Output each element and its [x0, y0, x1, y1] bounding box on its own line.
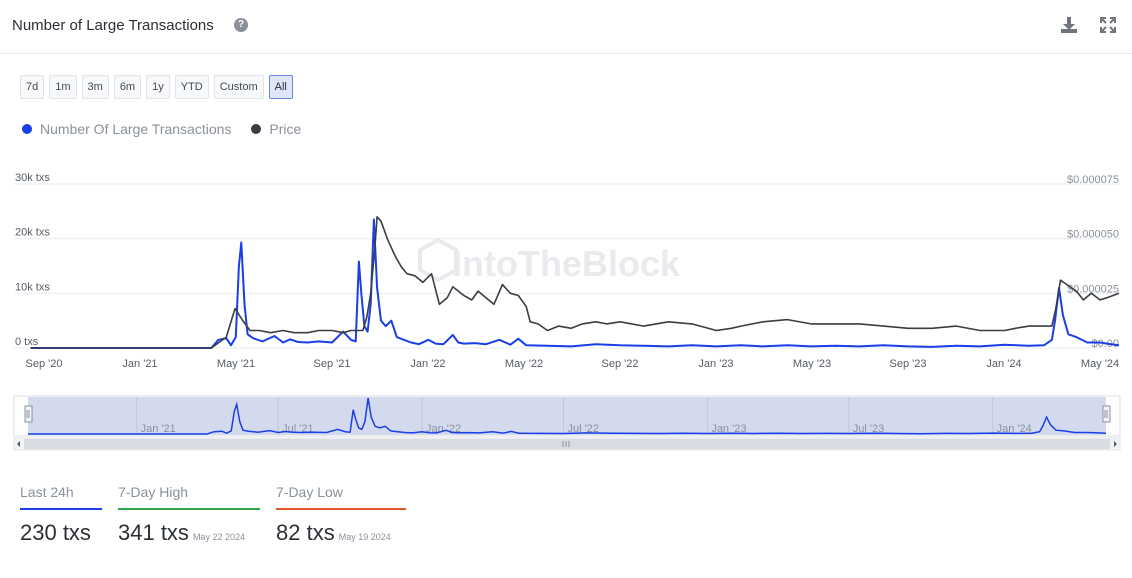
x-tick-label: Sep '22 — [602, 358, 639, 370]
stat-value-last-24h: 230 txs — [20, 520, 91, 545]
x-tick-label: Sep '23 — [890, 358, 927, 370]
range-3m-button[interactable]: 3m — [81, 75, 109, 99]
y-left-tick-label: 20k txs — [15, 227, 50, 239]
stat-label-7day-low: 7-Day Low — [276, 484, 343, 500]
series-large-transactions-line[interactable] — [30, 218, 1120, 349]
watermark: IntoTheBlock — [452, 243, 681, 284]
x-tick-label: May '22 — [505, 358, 543, 370]
navigator-tick-label: Jul '23 — [853, 423, 884, 435]
stat-date-7day-low: May 19 2024 — [338, 532, 391, 542]
navigator-tick-label: Jan '23 — [711, 423, 746, 435]
navigator-selection[interactable] — [28, 397, 1106, 435]
stats-row: Last 24h 230 txs 7-Day High 341 txs May … — [20, 484, 406, 546]
stat-label-last-24h: Last 24h — [20, 484, 74, 500]
y-right-tick-label: $0.000050 — [1067, 229, 1119, 241]
fullscreen-icon[interactable] — [1099, 16, 1117, 34]
x-tick-label: May '21 — [217, 358, 255, 370]
y-left-tick-label: 30k txs — [15, 172, 50, 184]
x-tick-label: Jan '23 — [698, 358, 733, 370]
navigator-tick-label: Jul '22 — [567, 423, 598, 435]
stat-bar-7day-low — [276, 508, 406, 510]
x-tick-label: Jan '24 — [986, 358, 1021, 370]
x-tick-label: Sep '20 — [26, 358, 63, 370]
y-right-tick-label: $0.000025 — [1067, 283, 1119, 295]
y-left-tick-label: 0 txs — [15, 336, 39, 348]
range-selector: 7d 1m 3m 6m 1y YTD Custom All — [20, 75, 293, 99]
y-left-tick-label: 10k txs — [15, 281, 50, 293]
question-circle-icon[interactable]: ? — [234, 18, 248, 32]
scrollbar-thumb[interactable] — [24, 439, 1110, 449]
stat-last-24h: Last 24h 230 txs — [20, 484, 102, 546]
navigator-tick-label: Jul '21 — [282, 423, 313, 435]
x-tick-label: Jan '21 — [122, 358, 157, 370]
legend-dot-price — [251, 124, 262, 134]
range-all-button[interactable]: All — [268, 75, 293, 99]
range-custom-button[interactable]: Custom — [213, 75, 264, 99]
x-tick-label: May '24 — [1081, 358, 1119, 370]
legend-item-price[interactable]: Price — [251, 121, 301, 137]
y-right-tick-label: $0.000075 — [1067, 174, 1119, 186]
download-icon[interactable] — [1060, 16, 1078, 34]
stat-bar-7day-high — [118, 508, 260, 510]
chart-header: Number of Large Transactions ? — [0, 0, 1132, 54]
chart-title: Number of Large Transactions — [12, 17, 214, 34]
legend-label-large-transactions: Number Of Large Transactions — [40, 121, 232, 137]
x-tick-label: Sep '21 — [314, 358, 351, 370]
series-price-line[interactable] — [30, 216, 1120, 349]
stat-bar-last-24h — [20, 508, 102, 510]
x-tick-label: Jan '22 — [410, 358, 445, 370]
range-6m-button[interactable]: 6m — [113, 75, 142, 99]
stat-value-7day-high: 341 txs — [118, 520, 189, 545]
stat-7day-high: 7-Day High 341 txs May 22 2024 — [118, 484, 260, 546]
range-1y-button[interactable]: 1y — [146, 75, 170, 99]
range-1m-button[interactable]: 1m — [49, 75, 77, 99]
navigator-tick-label: Jan '21 — [141, 423, 176, 435]
stat-7day-low: 7-Day Low 82 txs May 19 2024 — [276, 484, 406, 546]
watermark-logo — [418, 237, 458, 283]
x-tick-label: May '23 — [793, 358, 831, 370]
chart-legend: Number Of Large Transactions Price — [22, 121, 301, 137]
legend-label-price: Price — [269, 121, 302, 137]
range-ytd-button[interactable]: YTD — [174, 75, 209, 99]
scroll-left-arrow-icon[interactable] — [17, 441, 20, 447]
scroll-right-arrow-icon[interactable] — [1114, 441, 1117, 447]
stat-value-7day-low: 82 txs — [276, 520, 335, 545]
navigator-series-line — [28, 397, 1107, 435]
navigator-tick-label: Jan '24 — [997, 423, 1032, 435]
legend-dot-large-transactions — [22, 124, 32, 134]
legend-item-large-transactions[interactable]: Number Of Large Transactions — [22, 121, 231, 137]
range-7d-button[interactable]: 7d — [20, 75, 45, 99]
stat-label-7day-high: 7-Day High — [118, 484, 189, 500]
stat-date-7day-high: May 22 2024 — [192, 532, 245, 542]
